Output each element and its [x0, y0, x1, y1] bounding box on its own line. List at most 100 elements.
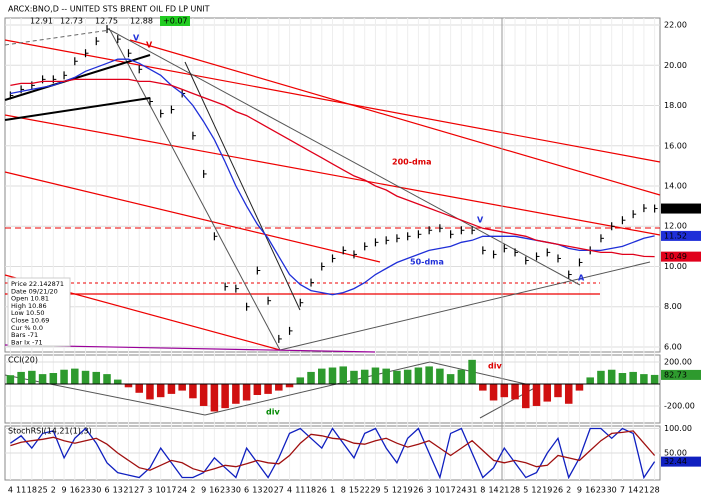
y-tick-label: 10.00 [664, 262, 687, 271]
bar [285, 384, 294, 388]
price-bar [364, 242, 368, 251]
change-box [160, 16, 190, 26]
bar [232, 384, 240, 404]
price-bar [654, 204, 658, 213]
x-tick-label: 23 [80, 486, 90, 495]
x-tick-label: 25 [37, 486, 47, 495]
price-bar [299, 298, 304, 307]
series-line [10, 427, 656, 480]
x-tick-label: 27 [134, 486, 144, 495]
x-tick-label: 8 [480, 486, 485, 495]
x-tick-label: 30 [607, 486, 617, 495]
x-tick-label: 2 [566, 486, 571, 495]
series-line [10, 430, 656, 473]
price-bar [106, 25, 111, 34]
quote: 12.75 [95, 17, 118, 26]
price-bar [600, 234, 604, 243]
bar [156, 384, 165, 398]
bar [28, 370, 36, 385]
price-bar [213, 232, 218, 241]
y-tick-label: 20.00 [664, 61, 687, 70]
price-bar [385, 236, 390, 245]
bar [554, 384, 562, 398]
x-tick-label: 28 [650, 486, 660, 495]
x-tick-label: 4 [287, 486, 292, 495]
trendline [479, 384, 541, 419]
bar [511, 384, 519, 400]
x-tick-label: 10 [435, 486, 445, 495]
trendlines [4, 18, 661, 480]
x-tick-label: 18 [306, 486, 316, 495]
bar [640, 374, 648, 385]
trendline [4, 29, 111, 46]
bar [71, 368, 79, 385]
x-tick-label: 29 [370, 486, 380, 495]
annotation: 200-dma [392, 158, 431, 167]
x-tick-label: 11 [16, 486, 26, 495]
trendline [279, 261, 651, 351]
x-tick-label: 24 [456, 486, 466, 495]
bar [522, 384, 530, 409]
last-value: 10.49 [664, 252, 687, 261]
bar [135, 384, 143, 393]
bar [414, 367, 423, 385]
x-tick-label: 20 [263, 486, 273, 495]
bar [532, 384, 541, 406]
bar [479, 384, 487, 391]
bar [489, 384, 498, 401]
x-tick-label: 22 [360, 486, 370, 495]
x-tick-label: 7 [620, 486, 625, 495]
x-tick-label: 9 [201, 486, 206, 495]
bar [113, 379, 122, 385]
bar [17, 371, 25, 385]
x-tick-label: 5 [384, 486, 389, 495]
price-bar [525, 256, 529, 265]
price-bar [149, 97, 153, 106]
bar [60, 369, 68, 385]
bar [124, 384, 133, 388]
x-tick-label: 21 [639, 486, 649, 495]
x-tick-label: 19 [542, 486, 552, 495]
price-bar [288, 326, 293, 335]
annotation: A [578, 274, 585, 283]
bar [242, 384, 251, 401]
price-bar [535, 252, 540, 261]
info-row: Open 10.81 [11, 295, 49, 303]
bar [564, 384, 573, 404]
bar [393, 370, 401, 385]
bar [543, 384, 552, 402]
bar [6, 375, 15, 385]
x-tick-label: 8 [341, 486, 346, 495]
bar [597, 370, 605, 385]
annotation: 50-dma [410, 258, 444, 267]
last-value: 32.44 [664, 457, 687, 466]
bar [103, 374, 111, 385]
quote: 12.91 [30, 17, 53, 26]
annotation: div [266, 408, 280, 417]
x-tick-label: 1 [330, 486, 335, 495]
y-tick-label: 200.00 [664, 358, 692, 367]
price-bar [460, 226, 465, 235]
trendline [129, 39, 661, 196]
quote: 12.88 [130, 17, 153, 26]
annotation: V [146, 41, 153, 50]
bar [81, 370, 90, 385]
price-bar [450, 230, 454, 239]
annotation: div [488, 362, 502, 371]
price-bar [482, 246, 486, 255]
symbol: ARCX:BNO,D -- UNITED STS BRENT OIL FD LP… [8, 5, 210, 14]
price-bar [20, 85, 25, 94]
bar [253, 384, 262, 395]
info-bg [7, 277, 71, 347]
bar [350, 370, 358, 385]
x-tick-label: 26 [413, 486, 423, 495]
x-tick-label: 26 [553, 486, 563, 495]
y-tick-label: 16.00 [664, 141, 687, 150]
bar [403, 369, 412, 385]
x-tick-label: 21 [499, 486, 509, 495]
last-value-box [661, 456, 701, 467]
info-row: High 10.86 [11, 302, 47, 310]
x-tick-label: 28 [510, 486, 520, 495]
